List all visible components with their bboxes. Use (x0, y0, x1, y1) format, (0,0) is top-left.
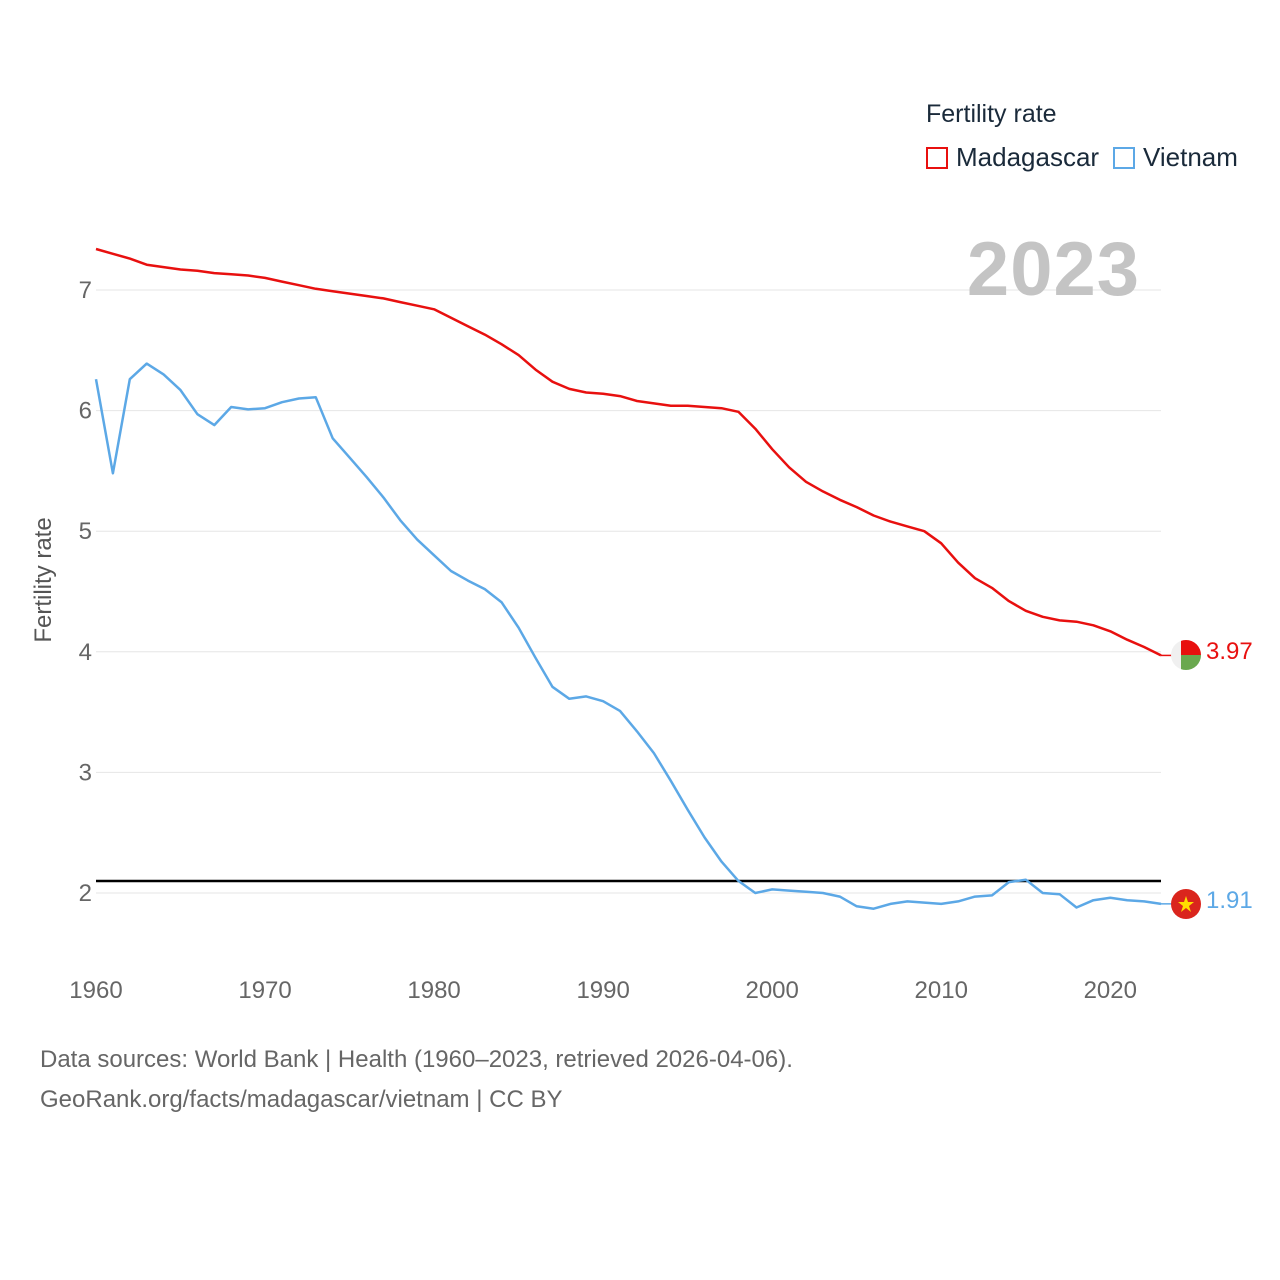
x-tick-label: 1960 (69, 977, 122, 1004)
legend-title: Fertility rate (926, 100, 1057, 128)
year-label: 2023 (966, 227, 1140, 312)
y-tick-label: 4 (79, 639, 92, 666)
series-lines (94, 247, 1172, 910)
y-tick-label: 6 (79, 398, 92, 425)
footer-attribution: GeoRank.org/facts/madagascar/vietnam | C… (40, 1086, 563, 1113)
end-markers (1171, 640, 1201, 919)
x-tick-label: 2020 (1084, 977, 1137, 1004)
legend-item-madagascar[interactable]: Madagascar (926, 142, 1099, 173)
legend-label-vietnam: Vietnam (1143, 142, 1238, 172)
legend-swatch-vietnam (1113, 146, 1135, 169)
legend-swatch-madagascar (926, 146, 948, 169)
y-tick-label: 2 (79, 880, 92, 907)
footer-sources: Data sources: World Bank | Health (1960–… (40, 1046, 793, 1073)
x-tick-label: 1990 (576, 977, 629, 1004)
y-axis-label: Fertility rate (30, 517, 57, 642)
y-axis-ticks: 2 3 4 5 6 7 (79, 277, 92, 907)
x-axis-ticks: 1960 1970 1980 1990 2000 2010 2020 (69, 977, 1137, 1004)
x-tick-label: 2000 (745, 977, 798, 1004)
gridlines (96, 289, 1161, 894)
x-tick-label: 1970 (238, 977, 291, 1004)
madagascar-flag-icon (1171, 640, 1201, 670)
series-line-madagascar (95, 247, 1162, 657)
end-label-madagascar: 3.97 (1206, 638, 1253, 665)
x-tick-label: 1980 (407, 977, 460, 1004)
series-line-vietnam (94, 362, 1162, 910)
y-tick-label: 7 (79, 277, 92, 304)
legend-item-vietnam[interactable]: Vietnam (1113, 142, 1238, 173)
vietnam-flag-icon (1171, 889, 1201, 919)
x-tick-label: 2010 (915, 977, 968, 1004)
legend-label-madagascar: Madagascar (956, 142, 1100, 172)
end-label-vietnam: 1.91 (1206, 887, 1253, 914)
y-tick-label: 3 (79, 759, 92, 786)
y-tick-label: 5 (79, 518, 92, 545)
